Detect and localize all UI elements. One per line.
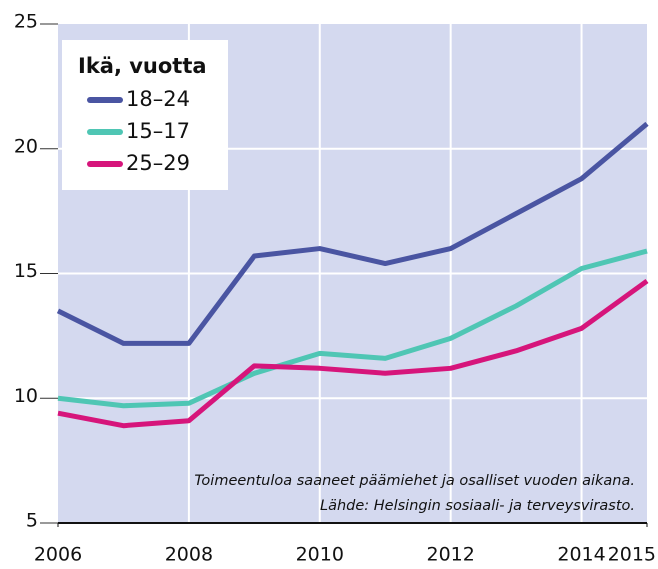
annotation: Lähde: Helsingin sosiaali- ja terveysvir… (320, 498, 635, 514)
legend-label: 25–29 (126, 151, 190, 175)
y-tick-label: 5 (26, 510, 38, 532)
annotation: Toimeentuloa saaneet päämiehet ja osalli… (194, 473, 635, 489)
line-series (57, 278, 649, 429)
y-tick-label: 15 (14, 260, 38, 282)
line-series (56, 121, 649, 346)
y-tick-label: 25 (14, 11, 38, 33)
y-tick-label: 20 (14, 135, 38, 157)
x-tick-label: 2010 (296, 544, 344, 566)
x-tick-label: 2012 (426, 544, 474, 566)
legend-label: 18–24 (126, 87, 190, 111)
legend-label: 15–17 (126, 119, 190, 143)
x-tick-label: 2015 (608, 544, 656, 566)
line-series (57, 248, 648, 409)
x-tick-label: 2006 (34, 544, 82, 566)
y-tick-label: 10 (14, 385, 38, 407)
legend-title: Ikä, vuotta (78, 54, 207, 78)
x-tick-label: 2008 (165, 544, 213, 566)
x-tick-label: 2014 (557, 544, 605, 566)
